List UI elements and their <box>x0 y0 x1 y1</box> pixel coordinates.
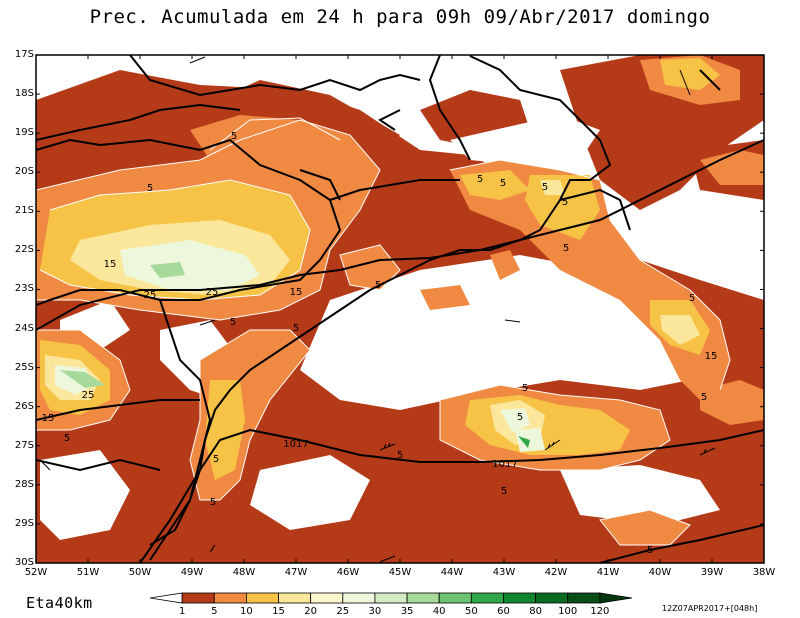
longitude-label: 41W <box>596 567 620 578</box>
latitude-label: 28S <box>14 478 34 490</box>
colorbar-level-label: 20 <box>304 606 318 617</box>
contour-label: 5 <box>64 433 70 444</box>
contour-label: 5 <box>689 293 695 304</box>
contour-label: 5 <box>210 497 216 508</box>
latitude-label: 30S <box>14 557 34 568</box>
contour-label: 25 <box>82 390 95 401</box>
longitude-label: 51W <box>76 567 100 578</box>
contour-label: 15 <box>104 259 117 270</box>
colorbar-swatch <box>470 592 504 604</box>
colorbar-level-label: 5 <box>211 606 218 617</box>
latitude-label: 18S <box>14 88 34 100</box>
contour-label: 5 <box>501 486 507 497</box>
contour-label: 5 <box>701 392 707 403</box>
contour-label: 5 <box>563 243 569 254</box>
contour-label: 5 <box>562 197 568 208</box>
latitude-label: 24S <box>14 322 34 334</box>
contour-label: 5 <box>230 317 236 328</box>
colorbar-swatch <box>535 592 569 604</box>
colorbar-swatch <box>213 592 247 604</box>
model-label: Eta40km <box>26 594 93 612</box>
colorbar-swatch <box>149 592 183 604</box>
colorbar-level-label: 80 <box>529 606 542 617</box>
longitude-label: 44W <box>440 567 464 578</box>
colorbar-swatch <box>342 592 376 604</box>
contour-label: 5 <box>231 131 237 142</box>
contour-label: 5 <box>500 178 506 189</box>
isobar-label: 1017 <box>283 439 308 450</box>
colorbar-level-label: 30 <box>368 606 382 617</box>
longitude-label: 42W <box>544 567 568 578</box>
contour-label: 5 <box>397 450 403 461</box>
colorbar-level-label: 25 <box>336 606 350 617</box>
colorbar-swatch <box>503 592 537 604</box>
run-timestamp: 12Z07APR2017+[048h] <box>662 604 758 613</box>
colorbar-swatch <box>374 592 408 604</box>
longitude-label: 49W <box>180 567 204 578</box>
colorbar-swatch <box>181 592 215 604</box>
contour-label: 5 <box>293 323 299 334</box>
isobar-label: 1017 <box>492 459 517 470</box>
contour-label: 25 <box>206 287 219 298</box>
longitude-label: 38W <box>752 567 776 578</box>
latitude-label: 19S <box>14 127 34 139</box>
contour-label: 5 <box>147 183 153 194</box>
contour-label: 25 <box>144 290 157 301</box>
precip-area-30-plus <box>60 262 530 448</box>
longitude-label: 40W <box>648 567 672 578</box>
map-title: Prec. Acumulada em 24 h para 09h 09/Abr/… <box>89 6 711 28</box>
colorbar-level-label: 15 <box>272 606 285 617</box>
latitude-label: 29S <box>14 517 34 529</box>
contour-label: 5 <box>213 454 219 465</box>
wind-barbs <box>39 56 716 563</box>
contour-label: 15 <box>42 413 55 424</box>
contour-label: 5 <box>522 383 528 394</box>
precip-contours <box>36 117 731 546</box>
colorbar-level-label: 120 <box>590 606 610 617</box>
colorbar-swatch <box>310 592 344 604</box>
colorbar-swatch <box>245 592 279 604</box>
contour-label: 5 <box>647 545 653 556</box>
latitude-label: 20S <box>14 166 34 178</box>
latitude-label: 22S <box>14 244 34 256</box>
colorbar-swatch <box>599 592 633 604</box>
colorbar-level-label: 40 <box>432 606 446 617</box>
colorbar-swatch <box>438 592 472 604</box>
contour-label: 15 <box>290 287 303 298</box>
longitude-label: 47W <box>284 567 308 578</box>
colorbar <box>149 592 633 604</box>
contour-label: 5 <box>375 280 381 291</box>
contour-label: 5 <box>477 174 483 185</box>
longitude-label: 45W <box>388 567 412 578</box>
colorbar-swatch <box>406 592 440 604</box>
latitude-label: 26S <box>14 400 34 412</box>
longitude-label: 48W <box>232 567 256 578</box>
latitude-label: 23S <box>14 283 34 295</box>
longitude-label: 46W <box>336 567 360 578</box>
longitude-label: 50W <box>128 567 152 578</box>
colorbar-level-label: 1 <box>178 606 186 617</box>
contour-label: 15 <box>705 351 718 362</box>
colorbar-level-label: 100 <box>558 606 578 617</box>
longitude-label: 52W <box>24 567 48 578</box>
latitude-label: 21S <box>14 205 34 217</box>
longitude-label: 43W <box>492 567 516 578</box>
colorbar-level-label: 35 <box>400 606 414 617</box>
contour-label: 5 <box>517 412 523 423</box>
colorbar-swatch <box>278 592 312 604</box>
axis-ticks <box>35 54 765 564</box>
latitude-label: 17S <box>14 49 34 60</box>
colorbar-level-label: 60 <box>497 606 510 617</box>
colorbar-level-label: 10 <box>240 606 253 617</box>
colorbar-level-label: 50 <box>464 606 478 617</box>
colorbar-swatch <box>567 592 601 604</box>
latitude-label: 25S <box>14 361 34 373</box>
latitude-label: 27S <box>14 439 34 451</box>
longitude-label: 39W <box>700 567 724 578</box>
contour-label: 5 <box>542 182 548 193</box>
isobars <box>36 55 764 563</box>
